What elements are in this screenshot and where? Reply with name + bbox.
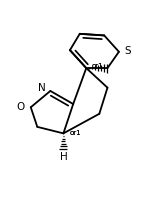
- Text: N: N: [38, 83, 45, 93]
- Text: N: N: [38, 83, 45, 93]
- Text: N: N: [38, 83, 45, 93]
- Text: S: S: [124, 46, 131, 56]
- Text: or1: or1: [69, 130, 81, 136]
- Text: or1: or1: [92, 63, 104, 69]
- Text: or1: or1: [92, 63, 104, 69]
- Text: H: H: [60, 152, 67, 162]
- Text: or1: or1: [69, 130, 81, 136]
- Text: H: H: [60, 152, 67, 162]
- Text: S: S: [124, 46, 131, 56]
- Text: O: O: [16, 102, 24, 112]
- Text: O: O: [16, 102, 24, 112]
- Text: S: S: [124, 46, 131, 56]
- Text: H: H: [60, 152, 67, 162]
- Text: O: O: [16, 102, 24, 112]
